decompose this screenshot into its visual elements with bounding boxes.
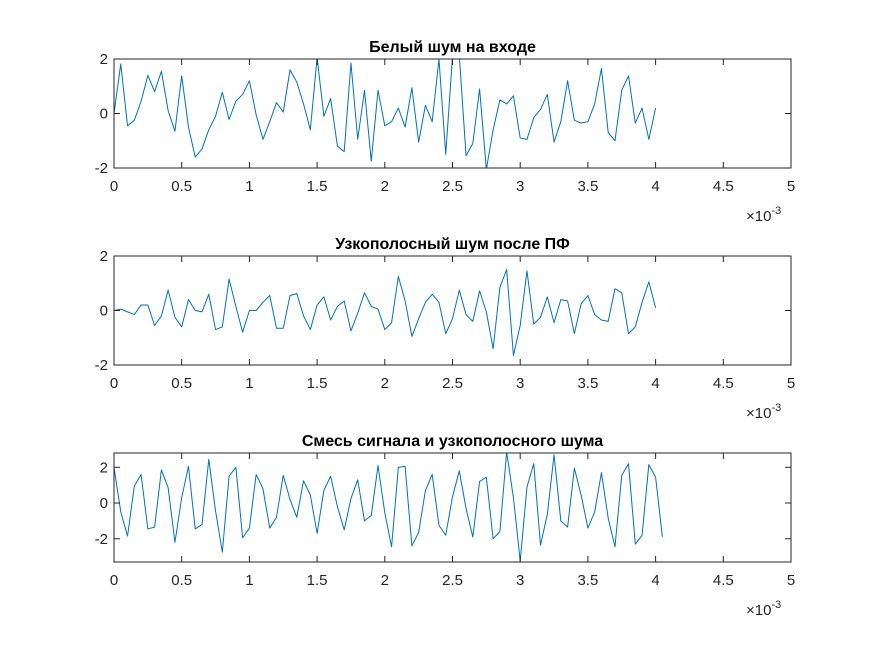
- x-tick-label: 5: [787, 572, 795, 589]
- series-line-1: [114, 269, 657, 356]
- x-tick-label: 4.5: [713, 375, 734, 392]
- y-tick-label: 0: [100, 106, 108, 123]
- y-tick-label: 2: [100, 51, 108, 68]
- x-exponent-base: ×10: [746, 405, 771, 422]
- x-tick-label: 1: [245, 572, 253, 589]
- x-tick-label: 0: [110, 572, 118, 589]
- x-tick-label: 3: [516, 572, 524, 589]
- x-tick-label: 2: [381, 572, 389, 589]
- x-exponent-label: ×10-3: [746, 205, 781, 225]
- subplot-title: Смесь сигнала и узкополосного шума: [302, 433, 603, 450]
- x-tick-label: 3.5: [577, 375, 598, 392]
- x-tick-label: 1.5: [307, 375, 328, 392]
- plot-area: [114, 59, 791, 168]
- y-tick-label: 0: [100, 303, 108, 320]
- x-exponent-label: ×10-3: [746, 402, 781, 422]
- x-tick-label: 0: [110, 375, 118, 392]
- x-tick-label: 0.5: [171, 375, 192, 392]
- x-tick-label: 0: [110, 178, 118, 195]
- x-tick-label: 3.5: [577, 178, 598, 195]
- x-tick-label: 3: [516, 178, 524, 195]
- x-tick-label: 1: [245, 375, 253, 392]
- x-exponent-base: ×10: [746, 602, 771, 619]
- y-tick-label: 2: [100, 248, 108, 265]
- x-tick-label: 1: [245, 178, 253, 195]
- x-tick-label: 4: [651, 178, 659, 195]
- x-tick-label: 4: [651, 375, 659, 392]
- series-line-1: [114, 453, 663, 562]
- x-tick-label: 0.5: [171, 572, 192, 589]
- x-tick-label: 4.5: [713, 178, 734, 195]
- x-tick-label: 2.5: [442, 572, 463, 589]
- x-tick-label: 1.5: [307, 572, 328, 589]
- x-exponent-power: -3: [771, 599, 781, 611]
- plot-area: [114, 453, 791, 562]
- series-line-1: [114, 59, 657, 168]
- x-tick-label: 2: [381, 178, 389, 195]
- x-tick-label: 3.5: [577, 572, 598, 589]
- x-tick-label: 2: [381, 375, 389, 392]
- y-tick-label: 0: [100, 495, 108, 512]
- x-tick-label: 5: [787, 178, 795, 195]
- x-tick-label: 2.5: [442, 178, 463, 195]
- y-tick-label: 2: [100, 459, 108, 476]
- x-tick-label: 5: [787, 375, 795, 392]
- x-exponent-power: -3: [771, 402, 781, 414]
- y-tick-label: -2: [95, 357, 108, 374]
- x-exponent-base: ×10: [746, 208, 771, 225]
- x-tick-label: 2.5: [442, 375, 463, 392]
- plot-area: [114, 256, 791, 365]
- x-tick-label: 4: [651, 572, 659, 589]
- subplot-3: 0 0.5 1 1.5 2 2.5 3 3.5 4 4.5 5 -2 0 2 Смесь сигнала и…: [95, 433, 796, 619]
- x-tick-label: 4.5: [713, 572, 734, 589]
- subplot-title: Узкополосный шум после ПФ: [335, 236, 570, 253]
- x-tick-label: 1.5: [307, 178, 328, 195]
- y-tick-label: -2: [95, 160, 108, 177]
- subplot-title: Белый шум на входе: [369, 39, 536, 56]
- y-tick-label: -2: [95, 531, 108, 548]
- x-tick-label: 3: [516, 375, 524, 392]
- x-tick-label: 0.5: [171, 178, 192, 195]
- x-exponent-label: ×10-3: [746, 599, 781, 619]
- x-exponent-power: -3: [771, 205, 781, 217]
